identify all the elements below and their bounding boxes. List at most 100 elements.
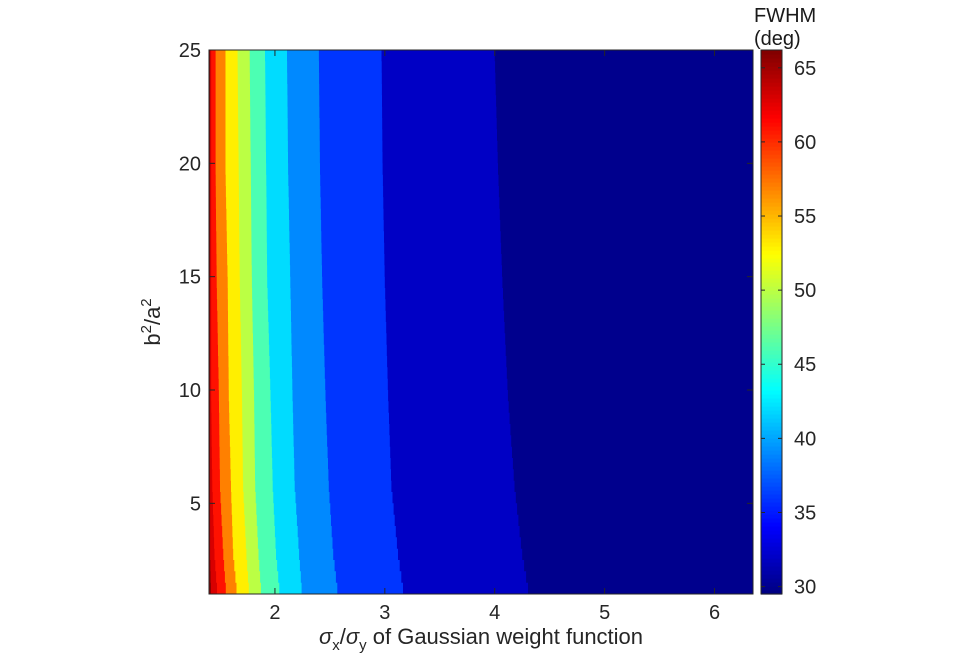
colorbar-strip xyxy=(761,310,782,315)
colorbar-strip xyxy=(761,194,782,199)
colorbar-strip xyxy=(761,498,782,503)
colorbar-tick-label: 45 xyxy=(794,354,816,376)
colorbar-strip xyxy=(761,542,782,547)
colorbar-strip xyxy=(761,430,782,435)
heatmap-band-66 xyxy=(209,50,212,594)
colorbar-strip xyxy=(761,50,782,55)
x-tick-label: 5 xyxy=(599,602,610,624)
colorbar-strip xyxy=(761,486,782,491)
colorbar-strip xyxy=(761,70,782,75)
colorbar-strip xyxy=(761,82,782,87)
colorbar-strip xyxy=(761,414,782,419)
x-axis-label: σx/σy of Gaussian weight function xyxy=(319,624,643,654)
colorbar-strip xyxy=(761,494,782,499)
colorbar-tick-label: 60 xyxy=(794,132,816,154)
heatmap-band-63 xyxy=(209,50,218,594)
colorbar-strip xyxy=(761,258,782,263)
colorbar-strip xyxy=(761,454,782,459)
colorbar-strip xyxy=(761,218,782,223)
colorbar-strip xyxy=(761,274,782,279)
colorbar-strip xyxy=(761,566,782,571)
y-axis: 5 10 15 20 25 xyxy=(179,40,753,515)
colorbar-strip xyxy=(761,390,782,395)
colorbar-strip xyxy=(761,490,782,495)
colorbar-ticks: 30 35 40 45 50 55 60 65 xyxy=(761,58,816,599)
colorbar-strip xyxy=(761,158,782,163)
colorbar-strip xyxy=(761,374,782,379)
y-tick-label: 20 xyxy=(179,153,201,175)
colorbar-strip xyxy=(761,54,782,59)
colorbar-strip xyxy=(761,502,782,507)
colorbar-strip xyxy=(761,146,782,151)
colorbar-strip xyxy=(761,318,782,323)
colorbar-strip xyxy=(761,438,782,443)
colorbar-strip xyxy=(761,538,782,543)
colorbar-strip xyxy=(761,474,782,479)
colorbar-strip xyxy=(761,150,782,155)
colorbar-strip xyxy=(761,190,782,195)
colorbar-strip xyxy=(761,262,782,267)
colorbar-strip xyxy=(761,510,782,515)
colorbar-strip xyxy=(761,338,782,343)
colorbar-strip xyxy=(761,386,782,391)
colorbar-strip xyxy=(761,506,782,511)
plot-frame xyxy=(208,49,754,595)
colorbar-strip xyxy=(761,582,782,587)
colorbar-strip xyxy=(761,242,782,247)
colorbar-strip xyxy=(761,278,782,283)
colorbar-strip xyxy=(761,518,782,523)
colorbar-strip xyxy=(761,382,782,387)
colorbar-strip xyxy=(761,350,782,355)
colorbar-strip xyxy=(761,478,782,483)
colorbar-strip xyxy=(761,458,782,463)
colorbar-strip xyxy=(761,522,782,527)
colorbar-strip xyxy=(761,170,782,175)
colorbar-strip xyxy=(761,362,782,367)
colorbar-strip xyxy=(761,186,782,191)
colorbar-strip xyxy=(761,434,782,439)
colorbar-strip xyxy=(761,570,782,575)
colorbar-strip xyxy=(761,106,782,111)
colorbar-strip xyxy=(761,514,782,519)
colorbar-strip xyxy=(761,86,782,91)
colorbar-strip xyxy=(761,530,782,535)
x-tick-label: 6 xyxy=(709,602,720,624)
heatmap-band-61 xyxy=(209,50,227,594)
colorbar-strip xyxy=(761,398,782,403)
colorbar-strip xyxy=(761,178,782,183)
colorbar-strip xyxy=(761,250,782,255)
colorbar-strip xyxy=(761,118,782,123)
colorbar-strip xyxy=(761,590,782,595)
colorbar-strip xyxy=(761,270,782,275)
colorbar-strip xyxy=(761,578,782,583)
colorbar-strip xyxy=(761,410,782,415)
x-tick-label: 4 xyxy=(489,602,500,624)
y-tick-label: 10 xyxy=(179,380,201,402)
colorbar-strip xyxy=(761,234,782,239)
colorbar-strip xyxy=(761,154,782,159)
y-tick-label: 5 xyxy=(190,493,201,515)
colorbar-strip xyxy=(761,282,782,287)
colorbar-tick-label: 50 xyxy=(794,280,816,302)
colorbar-frame xyxy=(760,49,783,595)
colorbar-strip xyxy=(761,102,782,107)
colorbar-strip xyxy=(761,426,782,431)
colorbar-strip xyxy=(761,322,782,327)
colorbar-strip xyxy=(761,182,782,187)
colorbar-strip xyxy=(761,346,782,351)
colorbar-strip xyxy=(761,198,782,203)
colorbar-strip xyxy=(761,98,782,103)
x-axis: 2 3 4 5 6 xyxy=(269,50,720,624)
colorbar-strip xyxy=(761,366,782,371)
colorbar-strip xyxy=(761,226,782,231)
colorbar-strip xyxy=(761,370,782,375)
colorbar-strip xyxy=(761,214,782,219)
colorbar-strip xyxy=(761,206,782,211)
colorbar-strip xyxy=(761,358,782,363)
colorbar-strip xyxy=(761,290,782,295)
colorbar-strip xyxy=(761,78,782,83)
colorbar-strip xyxy=(761,334,782,339)
colorbar-strip xyxy=(761,562,782,567)
colorbar-strip xyxy=(761,298,782,303)
